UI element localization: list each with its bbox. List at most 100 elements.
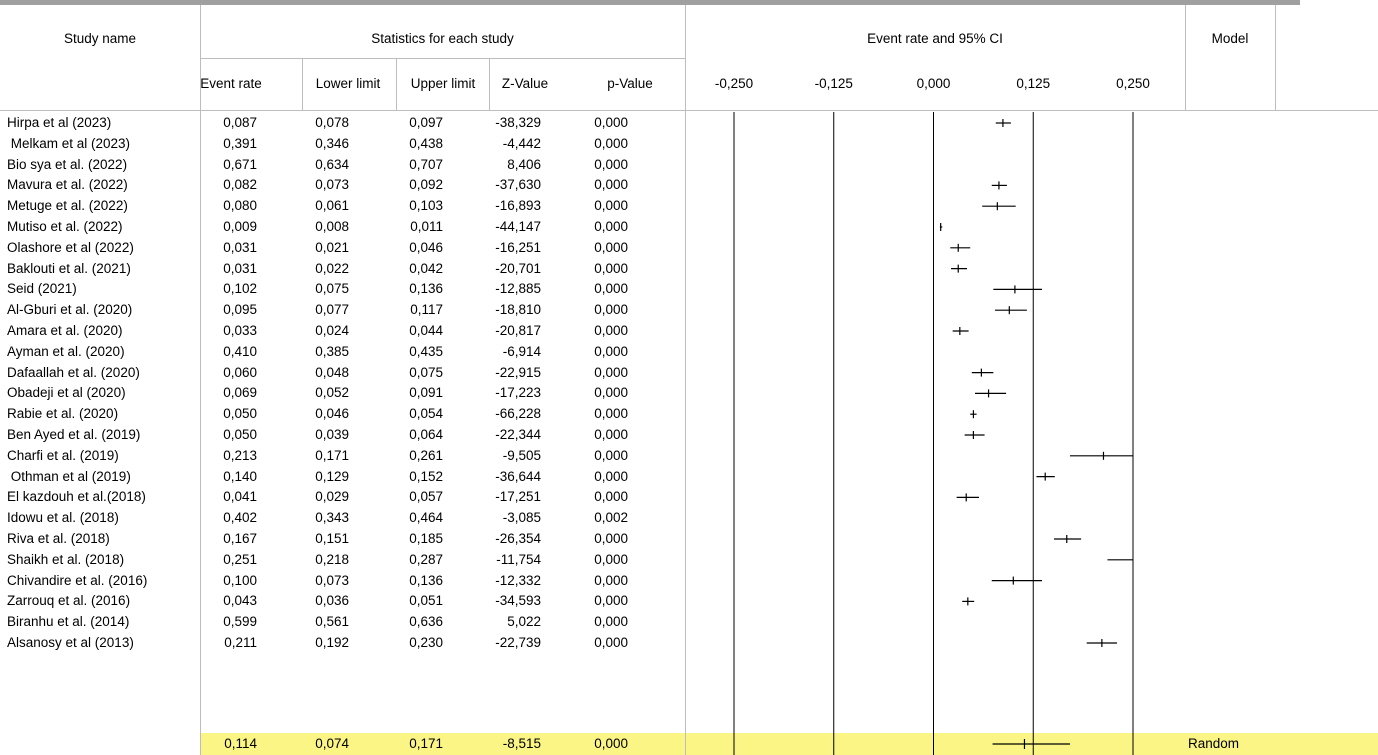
cell-z-value: -17,251 — [495, 489, 541, 505]
cell-lower-limit: 0,075 — [315, 281, 349, 297]
cell-p-value: 0,000 — [594, 115, 628, 130]
cell-p-value: 0,002 — [594, 510, 628, 526]
col-header-event-rate: Event rate — [200, 76, 262, 91]
cell-event-rate: 0,102 — [223, 281, 257, 297]
cell-upper-limit: 0,230 — [409, 635, 443, 650]
cell-event-rate: 0,069 — [223, 385, 257, 401]
cell-z-value: -18,810 — [495, 302, 541, 318]
cell-p-value: 0,000 — [594, 635, 628, 650]
cell-upper-limit: 0,261 — [409, 447, 443, 463]
divider — [0, 110, 1378, 111]
cell-p-value: 0,000 — [594, 489, 628, 505]
cell-p-value: 0,000 — [594, 302, 628, 318]
cell-event-rate: 0,671 — [223, 156, 257, 172]
cell-lower-limit: 0,192 — [315, 635, 349, 650]
summary-cell-p-value: 0,000 — [594, 736, 628, 751]
cell-upper-limit: 0,075 — [409, 364, 443, 380]
header-study-name: Study name — [63, 31, 137, 46]
divider — [1275, 5, 1276, 110]
cell-z-value: -6,914 — [502, 343, 541, 359]
cell-p-value: 0,000 — [594, 135, 628, 151]
study-name: Obadeji et al (2020) — [7, 385, 126, 401]
cell-upper-limit: 0,044 — [409, 323, 443, 338]
cell-z-value: -9,505 — [502, 447, 541, 463]
cell-lower-limit: 0,021 — [315, 239, 349, 255]
cell-lower-limit: 0,048 — [315, 364, 349, 380]
cell-event-rate: 0,050 — [223, 406, 257, 422]
study-name: Metuge et al. (2022) — [7, 198, 128, 214]
cell-upper-limit: 0,092 — [409, 177, 443, 193]
cell-upper-limit: 0,185 — [409, 531, 443, 546]
study-name: Olashore et al (2022) — [7, 239, 134, 255]
study-name: Melkam et al (2023) — [7, 135, 131, 151]
study-name: Ben Ayed et al. (2019) — [7, 427, 141, 442]
cell-event-rate: 0,391 — [223, 135, 257, 151]
study-name: Mavura et al. (2022) — [7, 177, 128, 193]
study-name: Baklouti et al. (2021) — [7, 260, 131, 276]
header-model: Model — [1211, 31, 1249, 46]
cell-z-value: -3,085 — [502, 510, 541, 526]
cell-p-value: 0,000 — [594, 239, 628, 255]
divider — [200, 5, 201, 755]
cell-p-value: 0,000 — [594, 343, 628, 359]
cell-z-value: -11,754 — [496, 551, 541, 567]
cell-lower-limit: 0,634 — [315, 156, 349, 172]
study-name: Othman et al (2019) — [7, 468, 131, 484]
cell-event-rate: 0,599 — [223, 614, 257, 630]
cell-p-value: 0,000 — [594, 177, 628, 193]
study-name: Mutiso et al. (2022) — [7, 219, 123, 234]
cell-lower-limit: 0,061 — [315, 198, 349, 214]
cell-upper-limit: 0,464 — [409, 510, 443, 526]
cell-z-value: -22,739 — [495, 635, 541, 650]
cell-upper-limit: 0,438 — [409, 135, 443, 151]
x-tick-label: -0,250 — [714, 76, 754, 91]
divider — [489, 58, 490, 110]
cell-event-rate: 0,095 — [223, 302, 257, 318]
cell-p-value: 0,000 — [594, 406, 628, 422]
cell-lower-limit: 0,078 — [315, 115, 349, 130]
divider — [396, 58, 397, 110]
x-tick-label: 0,250 — [1116, 76, 1150, 91]
cell-z-value: -22,344 — [495, 427, 541, 442]
cell-p-value: 0,000 — [594, 531, 628, 546]
cell-event-rate: 0,080 — [223, 198, 257, 214]
cell-z-value: -37,630 — [495, 177, 541, 193]
cell-z-value: -20,817 — [495, 323, 541, 338]
cell-z-value: 5,022 — [507, 614, 541, 630]
study-name: Seid (2021) — [7, 281, 77, 297]
cell-upper-limit: 0,103 — [409, 198, 443, 214]
cell-event-rate: 0,050 — [223, 427, 257, 442]
cell-lower-limit: 0,129 — [315, 468, 349, 484]
cell-upper-limit: 0,011 — [410, 219, 443, 234]
study-name: Shaikh et al. (2018) — [7, 551, 125, 567]
study-name: Idowu et al. (2018) — [7, 510, 119, 526]
cell-p-value: 0,000 — [594, 593, 628, 609]
study-name: Charfi et al. (2019) — [7, 447, 119, 463]
cell-event-rate: 0,167 — [223, 531, 257, 546]
cell-lower-limit: 0,022 — [315, 260, 349, 276]
cell-upper-limit: 0,051 — [409, 593, 443, 609]
header-plot-title: Event rate and 95% CI — [867, 31, 1003, 46]
cell-lower-limit: 0,052 — [315, 385, 349, 401]
cell-p-value: 0,000 — [594, 385, 628, 401]
summary-row-highlight — [200, 733, 1378, 755]
x-tick-label: 0,125 — [1016, 76, 1051, 91]
cell-p-value: 0,000 — [594, 323, 628, 338]
cell-upper-limit: 0,054 — [409, 406, 443, 422]
cell-upper-limit: 0,064 — [409, 427, 443, 442]
cell-z-value: -12,332 — [495, 572, 541, 588]
summary-cell-event-rate: 0,114 — [224, 736, 257, 751]
cell-event-rate: 0,211 — [224, 635, 257, 650]
cell-upper-limit: 0,046 — [409, 239, 443, 255]
cell-event-rate: 0,082 — [223, 177, 257, 193]
divider — [200, 58, 685, 59]
cell-event-rate: 0,100 — [223, 572, 257, 588]
study-name: Alsanosy et al (2013) — [7, 635, 134, 650]
cell-upper-limit: 0,435 — [409, 343, 443, 359]
study-name: Al-Gburi et al. (2020) — [7, 302, 133, 318]
cell-z-value: -66,228 — [495, 406, 541, 422]
study-name: Hirpa et al (2023) — [7, 115, 112, 130]
cell-upper-limit: 0,136 — [409, 572, 443, 588]
cell-event-rate: 0,060 — [223, 364, 257, 380]
col-header-upper-limit: Upper limit — [410, 76, 476, 91]
